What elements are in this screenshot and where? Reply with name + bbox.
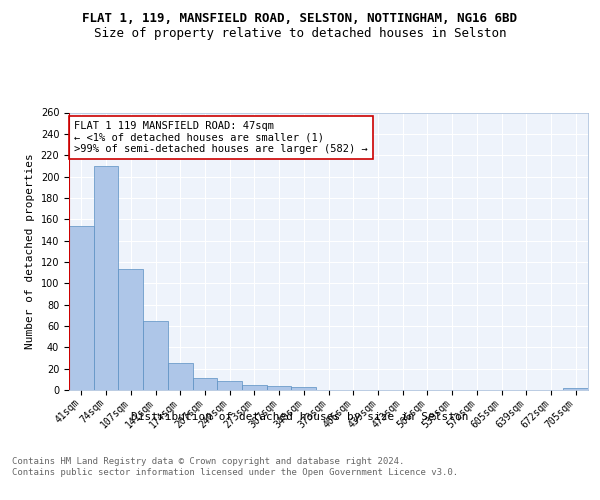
Text: Size of property relative to detached houses in Selston: Size of property relative to detached ho… <box>94 28 506 40</box>
Bar <box>292 387 316 390</box>
Text: Contains HM Land Registry data © Crown copyright and database right 2024.
Contai: Contains HM Land Registry data © Crown c… <box>12 458 458 477</box>
Bar <box>267 386 292 390</box>
Y-axis label: Number of detached properties: Number of detached properties <box>25 154 35 349</box>
Text: FLAT 1, 119, MANSFIELD ROAD, SELSTON, NOTTINGHAM, NG16 6BD: FLAT 1, 119, MANSFIELD ROAD, SELSTON, NO… <box>83 12 517 26</box>
Bar <box>563 388 588 390</box>
Bar <box>118 270 143 390</box>
Bar <box>168 364 193 390</box>
Bar <box>143 320 168 390</box>
Bar <box>69 226 94 390</box>
Text: Distribution of detached houses by size in Selston: Distribution of detached houses by size … <box>131 412 469 422</box>
Bar <box>94 166 118 390</box>
Bar <box>242 384 267 390</box>
Text: FLAT 1 119 MANSFIELD ROAD: 47sqm
← <1% of detached houses are smaller (1)
>99% o: FLAT 1 119 MANSFIELD ROAD: 47sqm ← <1% o… <box>74 121 368 154</box>
Bar <box>217 382 242 390</box>
Bar <box>193 378 217 390</box>
